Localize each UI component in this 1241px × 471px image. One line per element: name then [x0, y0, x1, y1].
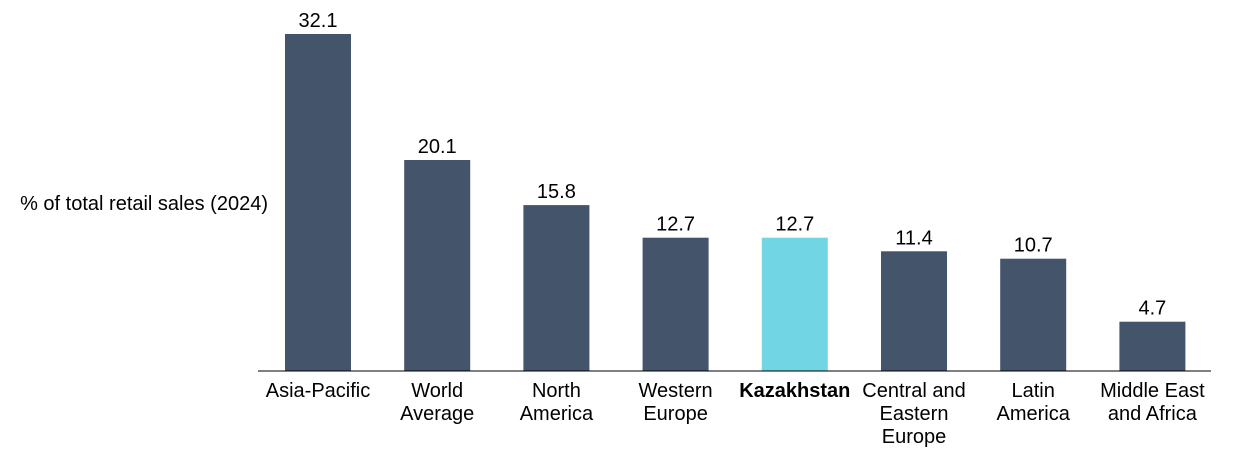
- value-label-6: 10.7: [1014, 235, 1053, 257]
- category-label-1-line-1: Average: [400, 403, 474, 425]
- bar-0: [285, 34, 351, 371]
- value-label-1: 20.1: [418, 136, 457, 158]
- category-label-6-line-1: America: [997, 403, 1071, 425]
- category-label-5-line-1: Eastern: [880, 403, 949, 425]
- value-label-0: 32.1: [299, 10, 338, 32]
- category-label-0-line-0: Asia-Pacific: [266, 380, 370, 402]
- category-label-6-line-0: Latin: [1012, 380, 1055, 402]
- category-label-5-line-0: Central and: [862, 380, 965, 402]
- category-label-2-line-1: America: [520, 403, 594, 425]
- category-label-1-line-0: World: [411, 380, 463, 402]
- category-label-3-line-1: Europe: [643, 403, 708, 425]
- category-label-2-line-0: North: [532, 380, 581, 402]
- value-label-5: 11.4: [895, 227, 932, 249]
- bar-5: [881, 251, 947, 371]
- bars-group: [285, 34, 1186, 371]
- bar-3: [642, 237, 709, 371]
- value-label-3: 12.7: [656, 214, 695, 236]
- category-label-7-line-0: Middle East: [1100, 380, 1205, 402]
- bar-1: [404, 160, 471, 371]
- category-labels-group: Asia-Pacific WorldAverageNorthAmericaWest…: [266, 380, 1205, 448]
- y-axis-label: % of total retail sales (2024): [20, 193, 268, 215]
- value-label-7: 4.7: [1138, 298, 1166, 320]
- category-label-4-line-0: Kazakhstan: [739, 380, 850, 402]
- category-label-5-line-2: Europe: [882, 426, 947, 448]
- bar-4: [761, 237, 828, 371]
- value-labels-group: 32.1 20.1 15.8 12.7 12.7 11.4 10.7 4.7: [299, 10, 1167, 320]
- value-label-4: 12.7: [775, 214, 814, 236]
- value-label-2: 15.8: [537, 181, 576, 203]
- bar-6: [1000, 258, 1067, 371]
- category-label-3-line-0: Western: [639, 380, 713, 402]
- category-label-7-line-1: and Africa: [1108, 403, 1198, 425]
- bar-2: [523, 205, 590, 371]
- bar-7: [1119, 321, 1186, 371]
